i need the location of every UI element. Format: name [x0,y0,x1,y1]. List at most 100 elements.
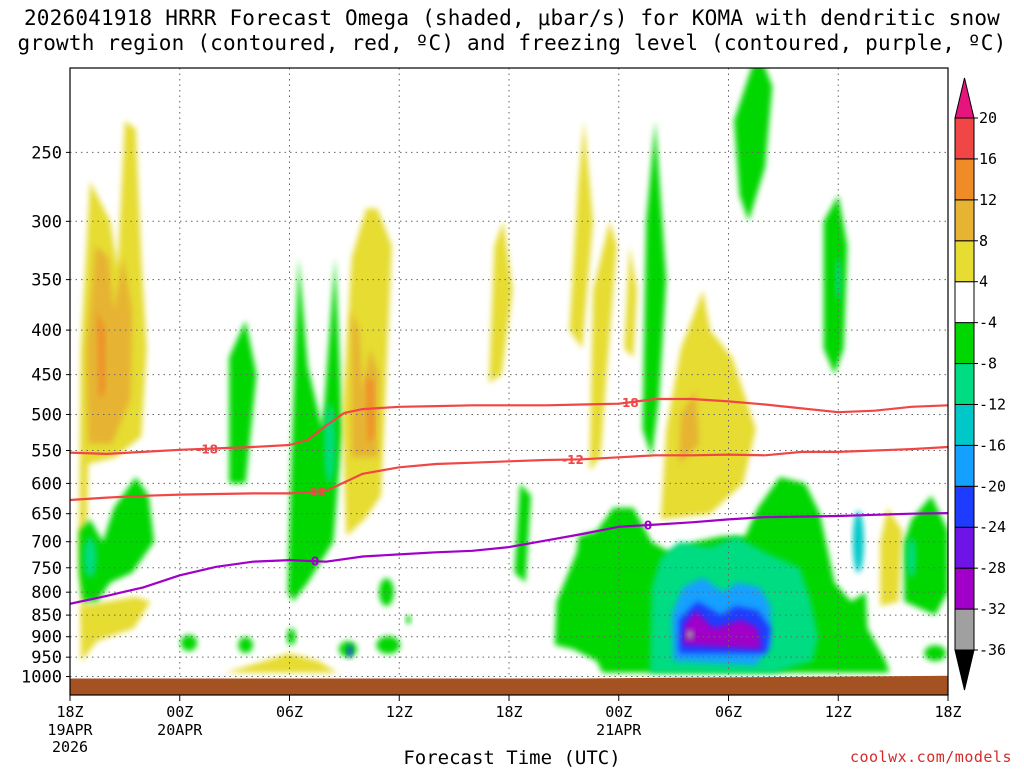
omega-descent-early-orange2 [97,310,105,399]
omega-descent-3300-plume [660,290,756,520]
omega-ascent-2100-streak [514,483,531,583]
omega-ascent-4500-teal [906,537,916,578]
colorbar-swatch-12 [954,158,975,201]
colorbar-swatch-2 [954,567,975,610]
y-tick-label-450: 450 [31,366,62,386]
colorbar-label--12: -12 [979,395,1006,413]
contour-label-1: -12 [304,485,326,499]
x-tick-label-36: 06Z [715,703,742,721]
x-tick-label-12: 06Z [276,703,303,721]
y-tick-label-250: 250 [31,143,62,163]
omega-ascent-4300-cell [852,510,864,573]
credit-link[interactable]: coolwx.com/models [849,748,1012,766]
contour-label-repeat-0: -18 [617,396,639,410]
x-tick-label-18: 12Z [386,703,413,721]
x-tick-label-24: 18Z [495,703,522,721]
omega-ascent-1530-core [347,645,353,658]
colorbar-swatch-11 [954,199,975,242]
y-tick-label-500: 500 [31,405,62,425]
x-tick-label-30: 00Z [605,703,632,721]
omega-ascent-early-teal [83,537,97,578]
omega-ascent-1400-teal [324,403,336,484]
grid [70,68,948,695]
terrain-fill [70,675,948,695]
omega-ascent-early-green [79,477,155,602]
chart-title-line-2: growth region (contoured, red, ºC) and f… [17,31,1007,55]
colorbar-label--4: -4 [979,314,997,332]
x-tick-label-48: 18Z [934,703,961,721]
colorbar-swatch-10 [954,240,975,283]
colorbar-label-20: 20 [979,109,997,127]
contour-line-0 [70,397,948,455]
y-tick-label-1000: 1000 [21,668,62,688]
colorbar-label--36: -36 [979,641,1006,659]
colorbar-label--16: -16 [979,436,1006,454]
x-tick-label-6: 00Z [166,703,193,721]
colorbar-swatch-7 [954,363,975,405]
contour-line-1 [70,445,948,502]
omega-descent-3000-streak [624,245,637,358]
contour-line-2 [70,512,948,605]
chart-title-line-1: 2026041918 HRRR Forecast Omega (shaded, … [23,6,1001,30]
contour-lines [70,397,948,605]
omega-ascent-4200-teal [835,258,841,301]
axes: 2503003504004505005506006507007508008509… [21,67,962,756]
colorbar-arrow-max [954,77,975,119]
x-tick-year-0: 2026 [52,738,88,756]
colorbar-label-12: 12 [979,191,997,209]
colorbar-label-4: 4 [979,273,988,291]
omega-ascent-3100-cell [604,636,616,654]
contour-label-0: -18 [196,442,218,456]
colorbar-swatch-13 [954,117,975,160]
omega-ascent-1530-cell [376,636,401,654]
colorbar-swatch-4 [954,485,975,528]
omega-descent-2700-streak [569,120,594,349]
colorbar-swatch-5 [954,444,975,487]
omega-ascent-4500-green [904,495,948,616]
y-tick-label-950: 950 [31,648,62,668]
x-tick-label-42: 12Z [825,703,852,721]
omega-ascent-core-gray [686,629,694,640]
y-tick-label-400: 400 [31,321,62,341]
y-tick-label-850: 850 [31,606,62,626]
colorbar-label--28: -28 [979,559,1006,577]
y-tick-label-900: 900 [31,628,62,648]
colorbar-swatch-9 [954,281,975,324]
chart-title: 2026041918 HRRR Forecast Omega (shaded, … [0,6,1024,56]
contour-label-2: 0 [311,555,319,569]
colorbar-label-8: 8 [979,232,988,250]
contour-label-repeat-2: 0 [644,519,652,533]
y-tick-label-800: 800 [31,583,62,603]
colorbar-label--24: -24 [979,518,1006,536]
omega-ascent-0630-cell [180,634,198,652]
omega-ascent-4700-cell [924,645,947,662]
omega-ascent-2900-cell [575,592,589,620]
colorbar-swatch-8 [954,322,975,365]
omega-ascent-3400-crest [734,68,773,222]
omega-descent-3400-orange [679,391,700,464]
x-tick-sublabel-6: 20APR [157,721,203,739]
y-tick-label-650: 650 [31,505,62,525]
colorbar-swatch-3 [954,526,975,569]
omega-ascent-4200-column [823,195,848,375]
colorbar-label-16: 16 [979,150,997,168]
omega-ascent-0930-cell [238,636,253,654]
omega-descent-early-orange [86,245,133,444]
colorbar-swatch-1 [954,608,975,651]
omega-ascent-1230-green [287,257,343,602]
y-tick-label-700: 700 [31,533,62,553]
y-tick-label-350: 350 [31,271,62,291]
y-tick-label-550: 550 [31,442,62,462]
y-tick-label-300: 300 [31,212,62,232]
contour-labels: -18 -12 0 -18 -12 0 [196,396,652,569]
colorbar-label--20: -20 [979,477,1006,495]
x-tick-label-0: 18Z [56,703,83,721]
terrain-layer [70,675,948,695]
omega-shading [79,68,948,673]
omega-ascent-1800-cell [405,615,412,624]
y-tick-label-750: 750 [31,559,62,579]
omega-ascent-3100-column [642,120,667,458]
omega-descent-2800-streak [589,221,617,471]
omega-descent-low-left [81,596,151,662]
